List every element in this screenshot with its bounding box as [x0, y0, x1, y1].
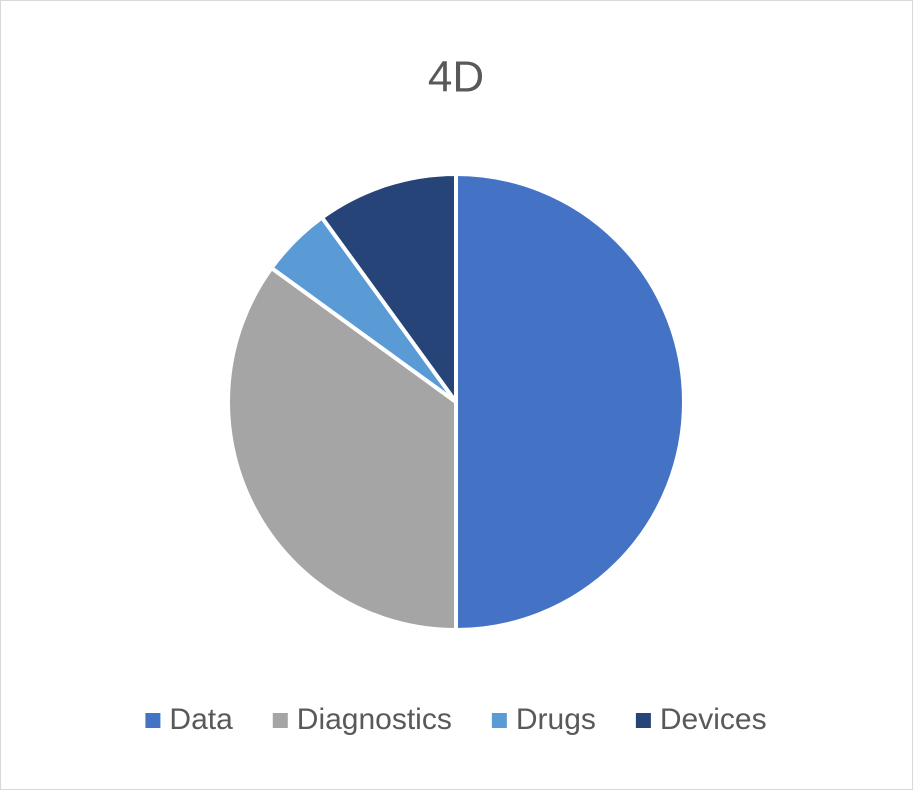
legend-label: Data	[169, 703, 233, 736]
legend-swatch	[635, 713, 651, 728]
legend-label: Drugs	[516, 703, 596, 736]
legend-swatch	[491, 713, 507, 728]
pie-slice	[319, 172, 458, 404]
pie-slice	[226, 265, 458, 632]
legend-swatch	[272, 713, 288, 728]
chart-title: 4D	[428, 53, 484, 102]
legend-label: Devices	[660, 703, 767, 736]
legend-label: Diagnostics	[297, 703, 452, 736]
pie-slice	[454, 172, 686, 632]
legend-swatch	[145, 713, 161, 728]
